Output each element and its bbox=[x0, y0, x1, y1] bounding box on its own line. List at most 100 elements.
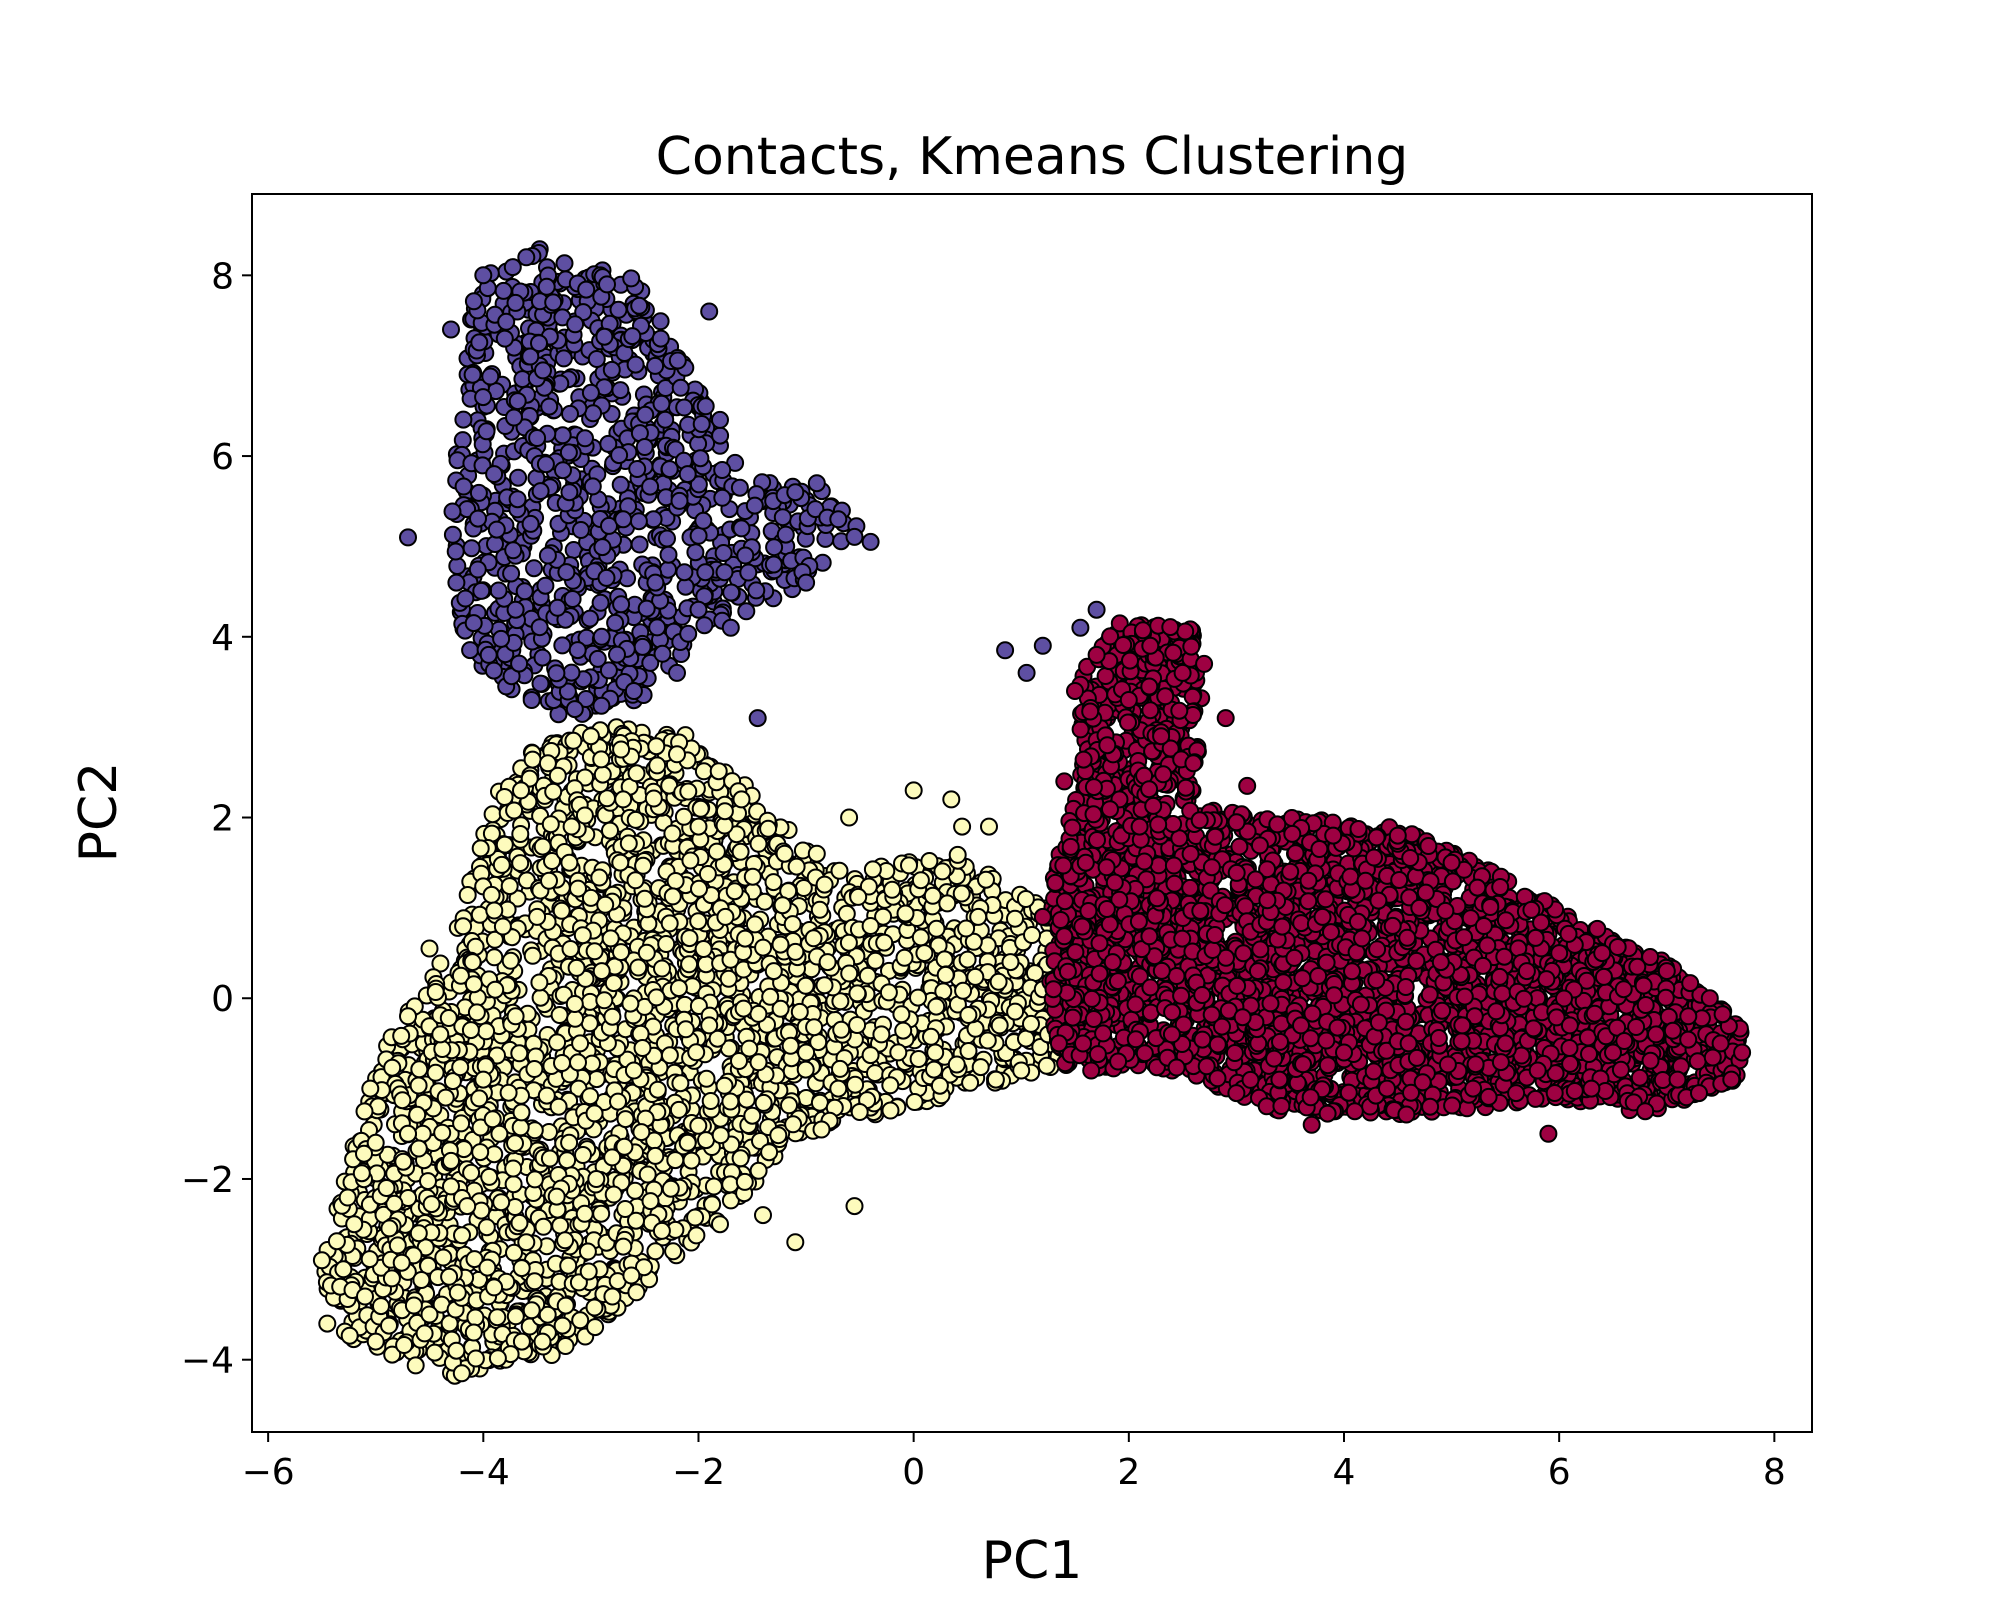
purple-cluster-point bbox=[611, 381, 630, 400]
purple-cluster-point bbox=[553, 636, 572, 655]
yellow-cluster-point bbox=[666, 872, 685, 890]
purple-cluster-point bbox=[635, 438, 654, 456]
yellow-cluster-point bbox=[419, 1172, 437, 1191]
yellow-cluster-point bbox=[861, 917, 880, 935]
purple-cluster-point bbox=[561, 404, 579, 423]
purple-cluster-point bbox=[555, 254, 574, 273]
yellow-cluster-point bbox=[540, 871, 558, 890]
yellow-cluster-point bbox=[952, 884, 971, 903]
purple-cluster-point bbox=[675, 563, 694, 582]
purple-cluster-point bbox=[559, 443, 578, 462]
yellow-cluster-point bbox=[523, 946, 542, 965]
yellow-cluster-point bbox=[355, 1102, 374, 1121]
yellow-cluster-point bbox=[961, 1073, 980, 1092]
yellow-cluster-point bbox=[340, 1326, 359, 1345]
purple-cluster-point bbox=[668, 351, 687, 370]
purple-cluster-point bbox=[713, 488, 732, 507]
purple-cluster-point bbox=[508, 490, 527, 509]
yellow-cluster-point bbox=[848, 1016, 867, 1034]
yellow-cluster-point bbox=[953, 817, 972, 836]
yellow-cluster-point bbox=[334, 1260, 353, 1279]
purple-cluster-point bbox=[474, 388, 493, 407]
yellow-cluster-point bbox=[548, 1033, 567, 1052]
yellow-cluster-point bbox=[637, 943, 656, 962]
yellow-cluster-point bbox=[697, 1131, 715, 1150]
purple-cluster-point bbox=[599, 661, 618, 680]
yellow-cluster-point bbox=[614, 1237, 633, 1256]
yellow-cluster-point bbox=[709, 762, 728, 781]
yellow-cluster-point bbox=[1016, 890, 1035, 908]
yellow-cluster-point bbox=[786, 942, 805, 961]
purple-cluster-point bbox=[456, 589, 475, 608]
yellow-cluster-point bbox=[954, 981, 973, 1000]
yellow-cluster-point bbox=[440, 1267, 459, 1286]
yellow-cluster-point bbox=[488, 1349, 507, 1368]
yellow-cluster-point bbox=[687, 1043, 706, 1062]
purple-cluster-point bbox=[536, 455, 555, 474]
yellow-cluster-point bbox=[558, 1151, 577, 1170]
yellow-cluster-point bbox=[626, 810, 645, 829]
yellow-cluster-point bbox=[942, 790, 961, 809]
yellow-cluster-point bbox=[900, 856, 918, 875]
purple-cluster-point bbox=[686, 543, 705, 562]
yellow-cluster-point bbox=[596, 895, 615, 914]
yellow-cluster-point bbox=[849, 887, 868, 906]
purple-cluster-point bbox=[722, 583, 741, 602]
yellow-cluster-point bbox=[927, 997, 946, 1016]
yellow-cluster-point bbox=[977, 870, 995, 889]
yellow-cluster-point bbox=[969, 907, 988, 926]
purple-cluster-point bbox=[576, 429, 594, 448]
yellow-cluster-point bbox=[575, 806, 594, 825]
purple-cluster-point bbox=[557, 563, 576, 582]
purple-cluster-point bbox=[1017, 663, 1036, 682]
yellow-cluster-point bbox=[764, 873, 783, 892]
purple-cluster-point bbox=[633, 637, 652, 656]
yellow-cluster-point bbox=[784, 1115, 803, 1134]
purple-cluster-point bbox=[845, 527, 864, 546]
yellow-cluster-point bbox=[839, 933, 858, 952]
yellow-cluster-point bbox=[426, 983, 445, 1001]
purple-cluster-point bbox=[764, 555, 783, 574]
purple-cluster-point bbox=[537, 277, 556, 296]
purple-cluster-point bbox=[593, 538, 612, 557]
purple-cluster-point bbox=[737, 602, 756, 621]
yellow-cluster-point bbox=[671, 1074, 690, 1093]
yellow-cluster-point bbox=[635, 889, 654, 908]
yellow-cluster-point bbox=[681, 851, 700, 870]
yellow-cluster-point bbox=[761, 987, 780, 1006]
yellow-cluster-point bbox=[458, 1197, 477, 1216]
yellow-cluster-point bbox=[958, 950, 977, 969]
purple-cluster-point bbox=[651, 329, 670, 348]
yellow-cluster-point bbox=[627, 1283, 646, 1302]
yellow-cluster-point bbox=[564, 731, 583, 750]
purple-cluster-point bbox=[660, 460, 679, 479]
yellow-cluster-point bbox=[911, 928, 930, 947]
yellow-cluster-point bbox=[1023, 926, 1041, 944]
yellow-cluster-point bbox=[549, 1097, 568, 1116]
yellow-cluster-point bbox=[781, 1036, 800, 1055]
purple-cluster-point bbox=[646, 356, 665, 375]
yellow-cluster-point bbox=[436, 1088, 455, 1107]
yellow-cluster-point bbox=[895, 948, 914, 967]
yellow-cluster-point bbox=[604, 1185, 623, 1204]
yellow-cluster-point bbox=[686, 1208, 705, 1227]
yellow-cluster-point bbox=[755, 892, 774, 911]
purple-cluster-point bbox=[446, 542, 465, 561]
yellow-cluster-point bbox=[585, 942, 604, 961]
yellow-cluster-point bbox=[550, 1006, 569, 1024]
yellow-cluster-point bbox=[632, 1123, 651, 1142]
yellow-cluster-point bbox=[668, 745, 686, 764]
yellow-cluster-point bbox=[858, 966, 877, 985]
yellow-cluster-point bbox=[360, 1250, 379, 1269]
yellow-cluster-point bbox=[715, 1076, 734, 1095]
yellow-cluster-point bbox=[790, 1002, 809, 1021]
purple-cluster-point bbox=[584, 404, 603, 423]
purple-cluster-point bbox=[644, 510, 663, 529]
purple-cluster-point bbox=[614, 510, 633, 529]
yellow-cluster-point bbox=[547, 1187, 566, 1206]
yellow-cluster-point bbox=[971, 1058, 990, 1077]
purple-cluster-point bbox=[530, 618, 549, 637]
yellow-cluster-point bbox=[541, 815, 560, 834]
purple-cluster-point bbox=[691, 449, 710, 468]
